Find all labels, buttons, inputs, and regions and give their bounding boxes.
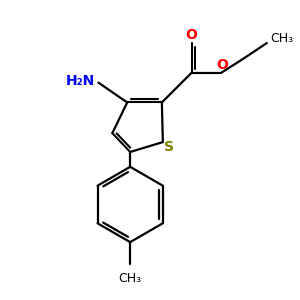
Text: O: O [186, 28, 197, 42]
Text: O: O [216, 58, 228, 72]
Text: CH₃: CH₃ [118, 272, 142, 285]
Text: CH₃: CH₃ [270, 32, 293, 45]
Text: H₂N: H₂N [66, 74, 95, 88]
Text: S: S [164, 140, 174, 154]
